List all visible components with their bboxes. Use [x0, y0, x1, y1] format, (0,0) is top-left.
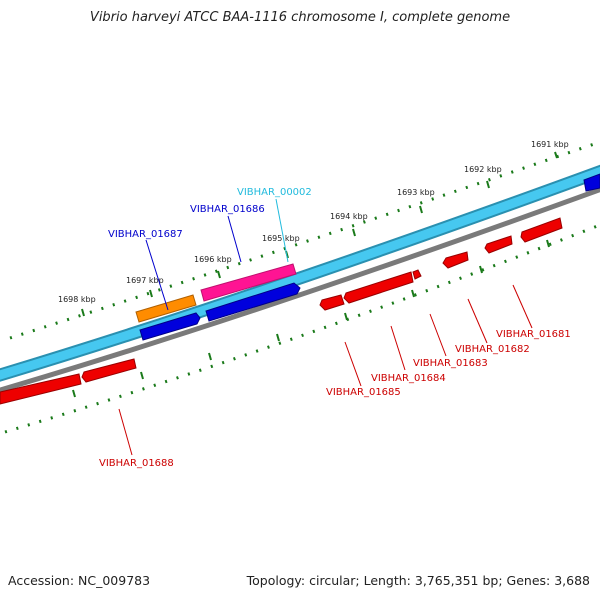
gene-label-VIBHAR_01686[interactable]: VIBHAR_01686 [190, 204, 265, 215]
kbp-label: 1692 kbp [464, 165, 502, 174]
leader-line [145, 239, 169, 311]
gene-blue-right[interactable] [583, 173, 600, 192]
leader-line [344, 341, 362, 387]
kbp-label: 1696 kbp [194, 255, 232, 264]
leader-line [512, 284, 533, 329]
gene-VIBHAR_01686[interactable] [205, 282, 301, 322]
kbp-label: 1691 kbp [531, 140, 569, 149]
reverse-strand-backbone [0, 186, 600, 393]
gene-label-VIBHAR_01681[interactable]: VIBHAR_01681 [496, 329, 571, 340]
gene-label-VIBHAR_01688[interactable]: VIBHAR_01688 [99, 458, 174, 469]
reverse-genes [0, 217, 563, 405]
kbp-label: 1697 kbp [126, 276, 164, 285]
leader-line [275, 198, 289, 263]
leader-line [227, 215, 242, 263]
gene-VIBHAR_01683[interactable] [442, 251, 469, 269]
accession-text: Accession: NC_009783 [8, 573, 151, 588]
kbp-label: 1698 kbp [58, 295, 96, 304]
inner-major-ticks [72, 239, 550, 398]
gene-orange[interactable] [135, 294, 197, 323]
kbp-label: 1693 kbp [397, 188, 435, 197]
gene-VIBHAR_01687[interactable] [139, 312, 201, 341]
leader-line [118, 408, 133, 456]
gene-label-VIBHAR_00002[interactable]: VIBHAR_00002 [237, 187, 312, 198]
gene-VIBHAR_01685[interactable] [319, 294, 345, 311]
gene-VIBHAR_01684-small[interactable] [412, 269, 422, 280]
gene-label-VIBHAR_01682[interactable]: VIBHAR_01682 [455, 344, 530, 355]
leader-line [390, 325, 406, 371]
gene-VIBHAR_01688[interactable] [81, 358, 137, 383]
inner-scale-track [4, 223, 600, 434]
kbp-label: 1694 kbp [330, 212, 368, 221]
gene-red-left[interactable] [0, 373, 82, 405]
gene-VIBHAR_00002[interactable] [200, 263, 297, 302]
gene-label-VIBHAR_01683[interactable]: VIBHAR_01683 [413, 358, 488, 369]
leader-line [429, 313, 447, 357]
outer-scale-track [9, 140, 600, 340]
gene-label-VIBHAR_01685[interactable]: VIBHAR_01685 [326, 387, 401, 398]
kbp-label: 1695 kbp [262, 234, 300, 243]
gene-label-VIBHAR_01684[interactable]: VIBHAR_01684 [371, 373, 446, 384]
gene-VIBHAR_01682[interactable] [484, 235, 513, 254]
gene-label-VIBHAR_01687[interactable]: VIBHAR_01687 [108, 229, 183, 240]
genome-summary-text: Topology: circular; Length: 3,765,351 bp… [246, 573, 590, 588]
map-title: Vibrio harveyi ATCC BAA-1116 chromosome … [89, 10, 511, 25]
gene-VIBHAR_01681[interactable] [520, 217, 563, 243]
gene-VIBHAR_01684[interactable] [343, 271, 414, 304]
leader-line [467, 298, 488, 344]
forward-strand-backbone-fill [0, 166, 600, 380]
